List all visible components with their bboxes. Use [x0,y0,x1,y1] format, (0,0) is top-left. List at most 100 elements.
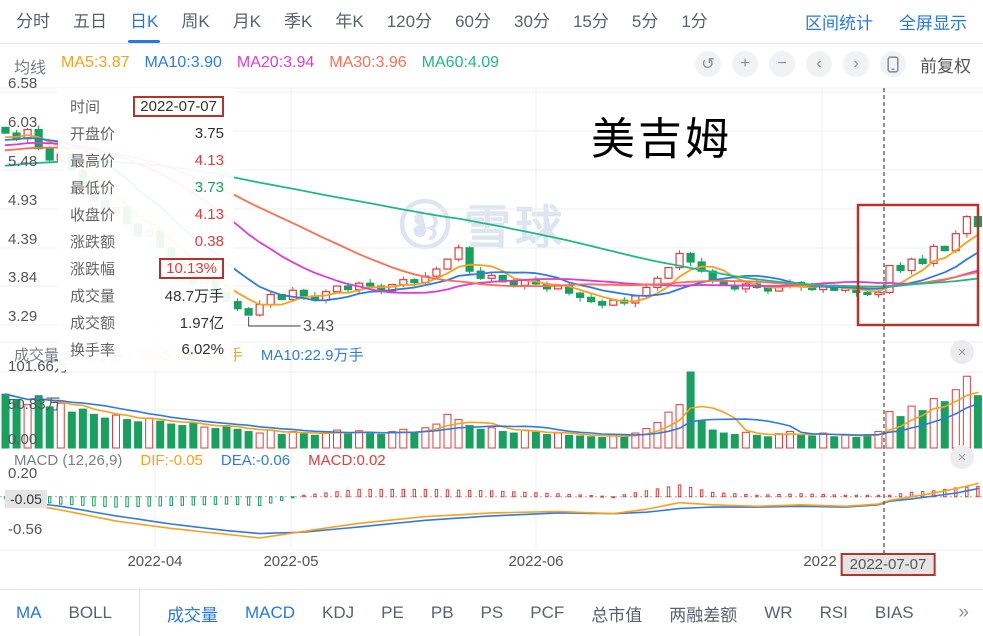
tooltip-label: 收盘价 [70,207,116,224]
minus-icon: − [777,55,787,72]
range-stats-link[interactable]: 区间统计 [805,14,873,33]
ma-legend-item: MA20:3.94 [236,54,315,71]
tooltip-row: 涨跌幅 10.13% [70,255,224,282]
x-axis-label: 2022-06 [508,553,564,570]
tooltip-value: 2022-07-07 [133,96,224,117]
indicator-tab-BIAS[interactable]: BIAS [874,603,914,622]
indicator-tab-BOLL[interactable]: BOLL [68,603,112,622]
macd-header-item: DEA:-0.06 [220,452,291,469]
indicator-tab-成交量[interactable]: 成交量 [166,605,218,625]
tooltip-row: 时间 2022-07-07 [70,93,224,120]
macd-hover-value-badge: -0.05 [5,490,47,508]
ma-legend-title: 均线 [14,60,47,77]
macd-axis-label: -0.56 [8,521,43,538]
tooltip-row: 涨跌额 0.38 [70,228,224,255]
tab-15min[interactable]: 15分 [572,12,609,31]
x-axis-label: 2022-05 [263,553,319,570]
more-indicators-button[interactable]: » [958,602,969,623]
tab-monthly-k[interactable]: 月K [232,12,262,31]
volume-axis-label: 0.00 [8,431,38,448]
indicator-tab-总市值[interactable]: 总市值 [591,605,643,625]
tab-5min[interactable]: 5分 [631,12,659,31]
tooltip-label: 成交量 [70,288,116,305]
tooltip-value: 3.75 [194,125,224,142]
indicator-tab-WR[interactable]: WR [764,603,793,622]
indicator-tab-KDJ[interactable]: KDJ [322,603,355,622]
chart-toolbar: ↺ + − ‹ › 前复权 [695,51,971,77]
pan-right-button[interactable]: › [843,51,869,77]
tabbar-separator [138,590,140,636]
plus-icon: + [740,55,750,72]
tooltip-label: 成交额 [70,315,116,332]
mobile-view-button[interactable] [880,51,906,77]
period-tabbar: 分时 五日 日K 周K 月K 季K 年K 120分 60分 30分 15分 5分 1分 区间统计 全屏显示 [0,0,983,44]
tooltip-label: 最高价 [70,153,116,170]
price-axis-label: 6.58 [8,75,38,92]
volume-panel-close-button[interactable]: × [950,340,974,364]
volume-axis-label: 101.66万 [8,358,69,375]
price-axis-label: 3.29 [8,308,38,325]
tooltip-label: 涨跌幅 [70,261,116,278]
indicator-tab-PCF[interactable]: PCF [530,603,565,622]
zoom-in-button[interactable]: + [732,51,758,77]
macd-header-item: DIF:-0.05 [140,452,203,469]
indicator-tab-PE[interactable]: PE [381,603,404,622]
tab-60min[interactable]: 60分 [455,12,492,31]
tooltip-value: 10.13% [159,258,224,279]
tab-quarterly-k[interactable]: 季K [284,12,313,31]
tooltip-row: 收盘价 4.13 [70,201,224,228]
indicator-tab-MA[interactable]: MA [16,603,42,622]
indicator-tab-PB[interactable]: PB [430,603,454,622]
tooltip-value: 1.97亿 [179,315,224,332]
volume-header-item: MA10:22.9万手 [260,347,364,364]
adjust-mode-button[interactable]: 前复权 [920,56,971,76]
tab-1min[interactable]: 1分 [681,12,708,31]
tooltip-value: 3.73 [194,179,224,196]
ma-legend-item: MA60:4.09 [421,54,500,71]
tooltip-value: 48.7万手 [164,288,224,305]
undo-button[interactable]: ↺ [695,51,721,77]
tab-daily-k[interactable]: 日K [127,0,161,43]
tab-30min[interactable]: 30分 [514,12,550,31]
macd-header-item: MACD (12,26,9) [14,452,123,469]
tooltip-value: 6.02% [181,341,224,358]
xueqiu-watermark-text: 雪球 [464,201,566,254]
ma-legend-item: MA30:3.96 [329,54,407,71]
macd-header: MACD (12,26,9) DIF:-0.05 DEA:-0.06 MACD:0.0… [14,452,386,469]
tooltip-value: 4.13 [194,152,224,169]
indicator-tab-PS[interactable]: PS [480,603,504,622]
price-axis-label: 4.93 [8,192,38,209]
tab-weekly-k[interactable]: 周K [181,12,210,31]
tooltip-row: 成交额 1.97亿 [70,309,224,336]
tab-minute[interactable]: 分时 [16,12,50,31]
tooltip-value: 4.13 [194,206,224,223]
x-axis-label-highlighted: 2022-07-07 [840,553,936,576]
tooltip-row: 成交量 48.7万手 [70,282,224,309]
price-axis-label: 6.03 [8,114,38,131]
tooltip-row: 最高价 4.13 [70,147,224,174]
pan-left-button[interactable]: ‹ [806,51,832,77]
undo-icon: ↺ [701,56,715,73]
price-axis-label: 4.39 [8,231,38,248]
tooltip-label: 换手率 [70,342,116,359]
topbar-links: 区间统计 全屏显示 [805,9,967,34]
tab-yearly-k[interactable]: 年K [335,12,364,31]
ma-legend: 均线 MA5:3.87 MA10:3.90 MA20:3.94 MA30:3.96 MA… [14,54,499,78]
indicator-tab-RSI[interactable]: RSI [819,603,848,622]
indicator-tab-两融差额[interactable]: 两融差额 [669,605,738,625]
x-axis-label: 2022-04 [127,553,183,570]
tab-120min[interactable]: 120分 [386,12,433,31]
zoom-out-button[interactable]: − [769,51,795,77]
price-axis-label: 3.84 [8,269,38,286]
chevron-left-icon: ‹ [816,55,822,72]
fullscreen-link[interactable]: 全屏显示 [899,14,967,33]
macd-panel-close-button[interactable]: × [950,445,974,469]
tab-5day[interactable]: 五日 [73,12,107,31]
tooltip-label: 最低价 [70,180,116,197]
indicator-tab-MACD[interactable]: MACD [244,603,296,622]
watermark: 雪球 [399,189,566,258]
svg-text:3.43: 3.43 [303,318,334,335]
xueqiu-logo-icon [399,198,451,249]
hover-tooltip: 时间 2022-07-07 开盘价 3.75 最高价 4.13 最低价 3.73 收盘价 4.13… [58,88,234,370]
tooltip-value: 0.38 [194,233,224,250]
